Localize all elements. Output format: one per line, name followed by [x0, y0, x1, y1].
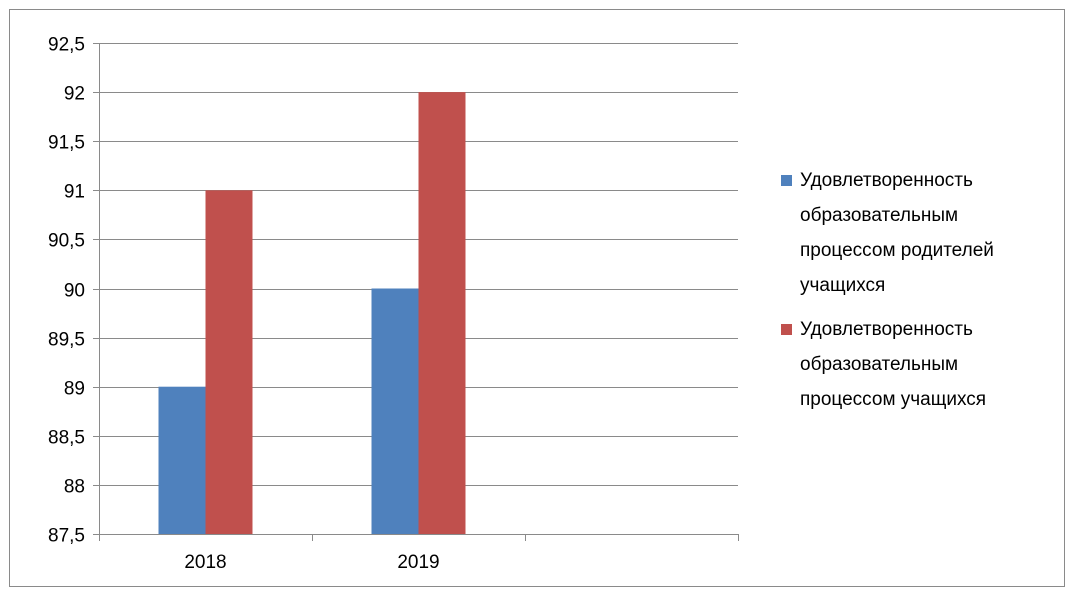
y-tick-label: 88 — [64, 477, 85, 498]
y-tick-label: 90 — [64, 281, 85, 302]
legend-label-line: процессом родителей — [800, 240, 994, 261]
legend-label-line: учащихся — [800, 275, 885, 296]
y-tick-label: 88,5 — [48, 428, 85, 449]
y-tick-label: 91,5 — [48, 133, 85, 154]
bar-2018-series-1 — [158, 386, 206, 534]
x-tick-label: 2019 — [397, 552, 439, 573]
y-axis-tick-labels: 87,5 88 88,5 89 89,5 90 90,5 91 91,5 92 92,5 — [48, 35, 85, 547]
legend: Удовлетворенность образовательным процессо… — [781, 170, 994, 410]
legend-swatch — [781, 175, 792, 186]
y-tick-label: 92,5 — [48, 35, 85, 56]
axes — [93, 43, 739, 541]
legend-item-1: Удовлетворенность образовательным процессо… — [781, 170, 994, 296]
legend-label-line: образовательным — [800, 205, 958, 226]
legend-label-line: Удовлетворенность — [800, 319, 973, 340]
y-tick-label: 92 — [64, 84, 85, 105]
y-tick-label: 87,5 — [48, 526, 85, 547]
y-tick-label: 89,5 — [48, 330, 85, 351]
y-tick-label: 91 — [64, 182, 85, 203]
bars — [158, 92, 466, 535]
y-tick-label: 90,5 — [48, 231, 85, 252]
legend-label-line: процессом учащихся — [800, 389, 986, 410]
bar-2019-series-1 — [371, 288, 419, 534]
legend-label-line: Удовлетворенность — [800, 170, 973, 191]
y-tick-label: 89 — [64, 379, 85, 400]
legend-item-2: Удовлетворенность образовательным процессо… — [781, 319, 986, 410]
legend-swatch — [781, 324, 792, 335]
x-tick-label: 2018 — [184, 552, 226, 573]
bar-2018-series-2 — [205, 190, 253, 535]
x-axis-tick-labels: 2018 2019 — [184, 552, 439, 573]
legend-label-line: образовательным — [800, 354, 958, 375]
bar-2019-series-2 — [418, 92, 466, 534]
